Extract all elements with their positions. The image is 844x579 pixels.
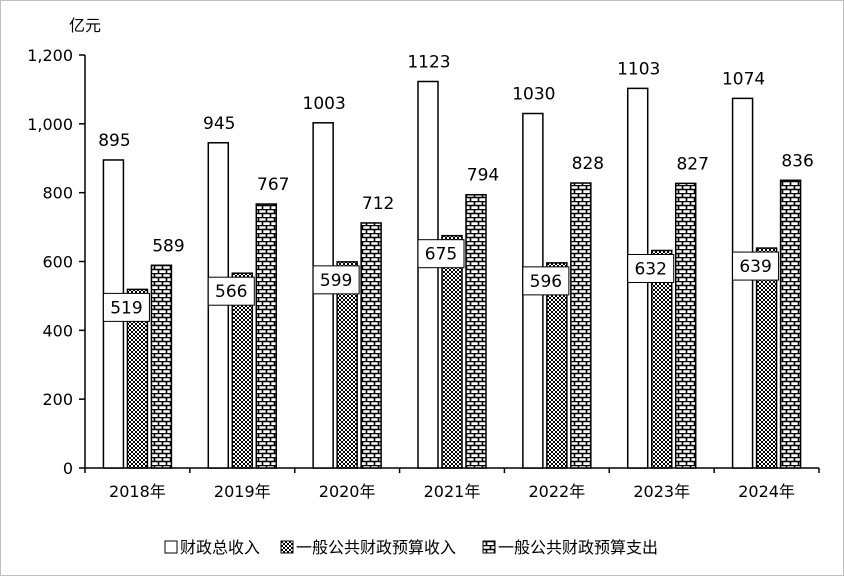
data-label: 589	[152, 236, 184, 256]
data-label-box	[312, 265, 360, 295]
bar-3	[779, 179, 802, 469]
bar-2	[231, 272, 254, 469]
y-tick-label: 200	[42, 390, 73, 409]
bar-3	[360, 222, 382, 469]
legend: 财政总收入 一般公共财政预算收入 一般公共财政预算支出	[164, 538, 658, 557]
data-label: 566	[215, 282, 247, 302]
data-label: 639	[739, 257, 771, 277]
bar-2	[441, 234, 463, 469]
data-label-box	[417, 239, 465, 269]
data-label: 836	[781, 151, 813, 171]
bar-3	[674, 182, 697, 469]
data-label: 1030	[512, 85, 555, 105]
data-label-box	[207, 276, 255, 306]
y-tick-label: 600	[42, 253, 73, 272]
legend-swatch	[164, 540, 178, 554]
data-label-box	[102, 292, 150, 322]
data-label: 827	[676, 154, 708, 174]
data-label: 794	[467, 166, 499, 186]
bar-3	[255, 203, 278, 469]
data-label-box	[522, 266, 570, 296]
y-tick-label: 0	[63, 459, 73, 478]
data-label: 828	[572, 154, 604, 174]
y-unit-label: 亿元	[69, 16, 101, 35]
x-tick-label: 2023年	[633, 482, 690, 501]
legend-swatch	[482, 540, 496, 554]
data-label: 1074	[722, 69, 765, 89]
bar-2	[546, 262, 568, 469]
data-label: 675	[425, 245, 457, 265]
x-tick-label: 2019年	[214, 482, 271, 501]
x-tick-label: 2024年	[738, 482, 795, 501]
y-tick-label: 1,200	[27, 46, 73, 65]
data-label: 945	[203, 114, 235, 134]
bar-1	[731, 97, 754, 469]
bar-2	[126, 288, 149, 469]
x-tick-label: 2020年	[319, 482, 376, 501]
bar-3	[570, 182, 592, 469]
data-label-box	[732, 251, 780, 281]
data-label: 519	[110, 298, 142, 318]
x-tick-label: 2018年	[109, 482, 166, 501]
data-label: 767	[257, 175, 289, 195]
bar-3	[465, 193, 487, 469]
data-label-box	[627, 253, 675, 283]
bar-2	[755, 247, 778, 469]
x-tick-label: 2022年	[528, 482, 585, 501]
data-label: 1003	[303, 94, 346, 114]
bar-2	[650, 249, 673, 469]
bar-2	[336, 261, 358, 469]
axes: 0 200 400 600 800 1,000 1,200 2018年 2019年 2020年 20…	[27, 46, 820, 501]
data-label: 632	[634, 259, 666, 279]
data-label: 1123	[407, 53, 450, 73]
legend-label: 一般公共财政预算支出	[498, 538, 658, 557]
legend-label: 一般公共财政预算收入	[296, 538, 456, 557]
x-tick-label: 2021年	[424, 482, 481, 501]
data-label: 1103	[617, 59, 660, 79]
y-tick-label: 800	[42, 184, 73, 203]
data-label: 599	[320, 271, 352, 291]
y-tick-label: 400	[42, 321, 73, 340]
data-label: 596	[530, 272, 562, 292]
legend-label: 财政总收入	[180, 538, 260, 557]
bar-3	[150, 264, 173, 469]
bar-1	[312, 122, 334, 469]
data-label: 712	[362, 194, 394, 214]
data-label: 895	[98, 131, 130, 151]
bar-1	[417, 80, 439, 469]
data-labels-group: 895 945 1003 1123 1030 1103 1074 519 566 599 675 59…	[98, 53, 814, 322]
y-tick-label: 1,000	[27, 115, 73, 134]
bars-group	[102, 80, 802, 469]
legend-swatch	[280, 540, 294, 554]
